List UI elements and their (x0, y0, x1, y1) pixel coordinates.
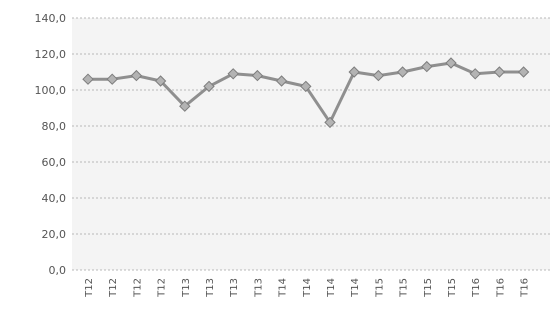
x-tick-label: T14 (278, 278, 289, 298)
data-point-marker (396, 66, 409, 78)
data-point-marker (275, 75, 288, 87)
data-point-marker (179, 100, 191, 112)
x-tick-label: T13 (229, 278, 240, 298)
data-point-marker (82, 73, 94, 85)
y-tick-label: 40,0 (42, 192, 67, 205)
x-tick-label: T15 (374, 278, 385, 298)
x-tick-label: T13 (253, 278, 264, 298)
y-tick-label: 60,0 (42, 156, 67, 169)
data-point-marker (106, 73, 118, 85)
data-point-marker (130, 69, 143, 82)
y-tick-label: 0,0 (49, 264, 67, 277)
x-tick-label: T12 (132, 278, 143, 298)
x-tick-label: T12 (157, 278, 168, 298)
data-point-marker (227, 68, 239, 80)
x-axis-tick-labels: T12 T12 T12 T12 T13 T13 T13 T13 T14 T14 T14 T14 T15 T… (84, 278, 531, 298)
data-point-marker (372, 69, 385, 82)
data-point-marker (421, 60, 433, 73)
x-tick-label: T12 (84, 278, 95, 298)
x-tick-label: T14 (326, 278, 337, 298)
data-point-marker (154, 75, 167, 87)
data-point-marker (469, 68, 481, 80)
x-tick-label: T15 (423, 278, 434, 298)
plot-area (72, 18, 550, 270)
x-tick-label: T14 (350, 278, 361, 298)
data-point-marker (324, 116, 336, 129)
x-tick-label: T13 (181, 278, 192, 298)
y-tick-label: 20,0 (42, 228, 67, 241)
x-tick-label: T16 (495, 278, 506, 298)
x-tick-label: T16 (471, 278, 482, 298)
series-group (82, 57, 530, 129)
data-point-marker (251, 69, 264, 82)
x-tick-label: T15 (399, 278, 410, 298)
data-point-marker (517, 66, 530, 78)
y-tick-label: 120,0 (35, 48, 67, 61)
data-point-marker (493, 66, 506, 78)
x-tick-label: T13 (205, 278, 216, 298)
y-tick-label: 100,0 (35, 84, 67, 97)
y-tick-label: 80,0 (42, 120, 67, 133)
data-point-marker (203, 80, 215, 93)
x-tick-label: T16 (520, 278, 531, 298)
x-tick-label: T15 (447, 278, 458, 298)
y-tick-label: 140,0 (35, 12, 67, 25)
data-point-marker (348, 66, 360, 78)
x-tick-label: T12 (108, 278, 119, 298)
x-tick-label: T14 (302, 278, 313, 298)
data-point-marker (445, 57, 457, 69)
y-axis-tick-labels: 0,0 20,0 40,0 60,0 80,0 100,0 120,0 140,0 (35, 12, 67, 277)
data-point-marker (300, 80, 312, 93)
